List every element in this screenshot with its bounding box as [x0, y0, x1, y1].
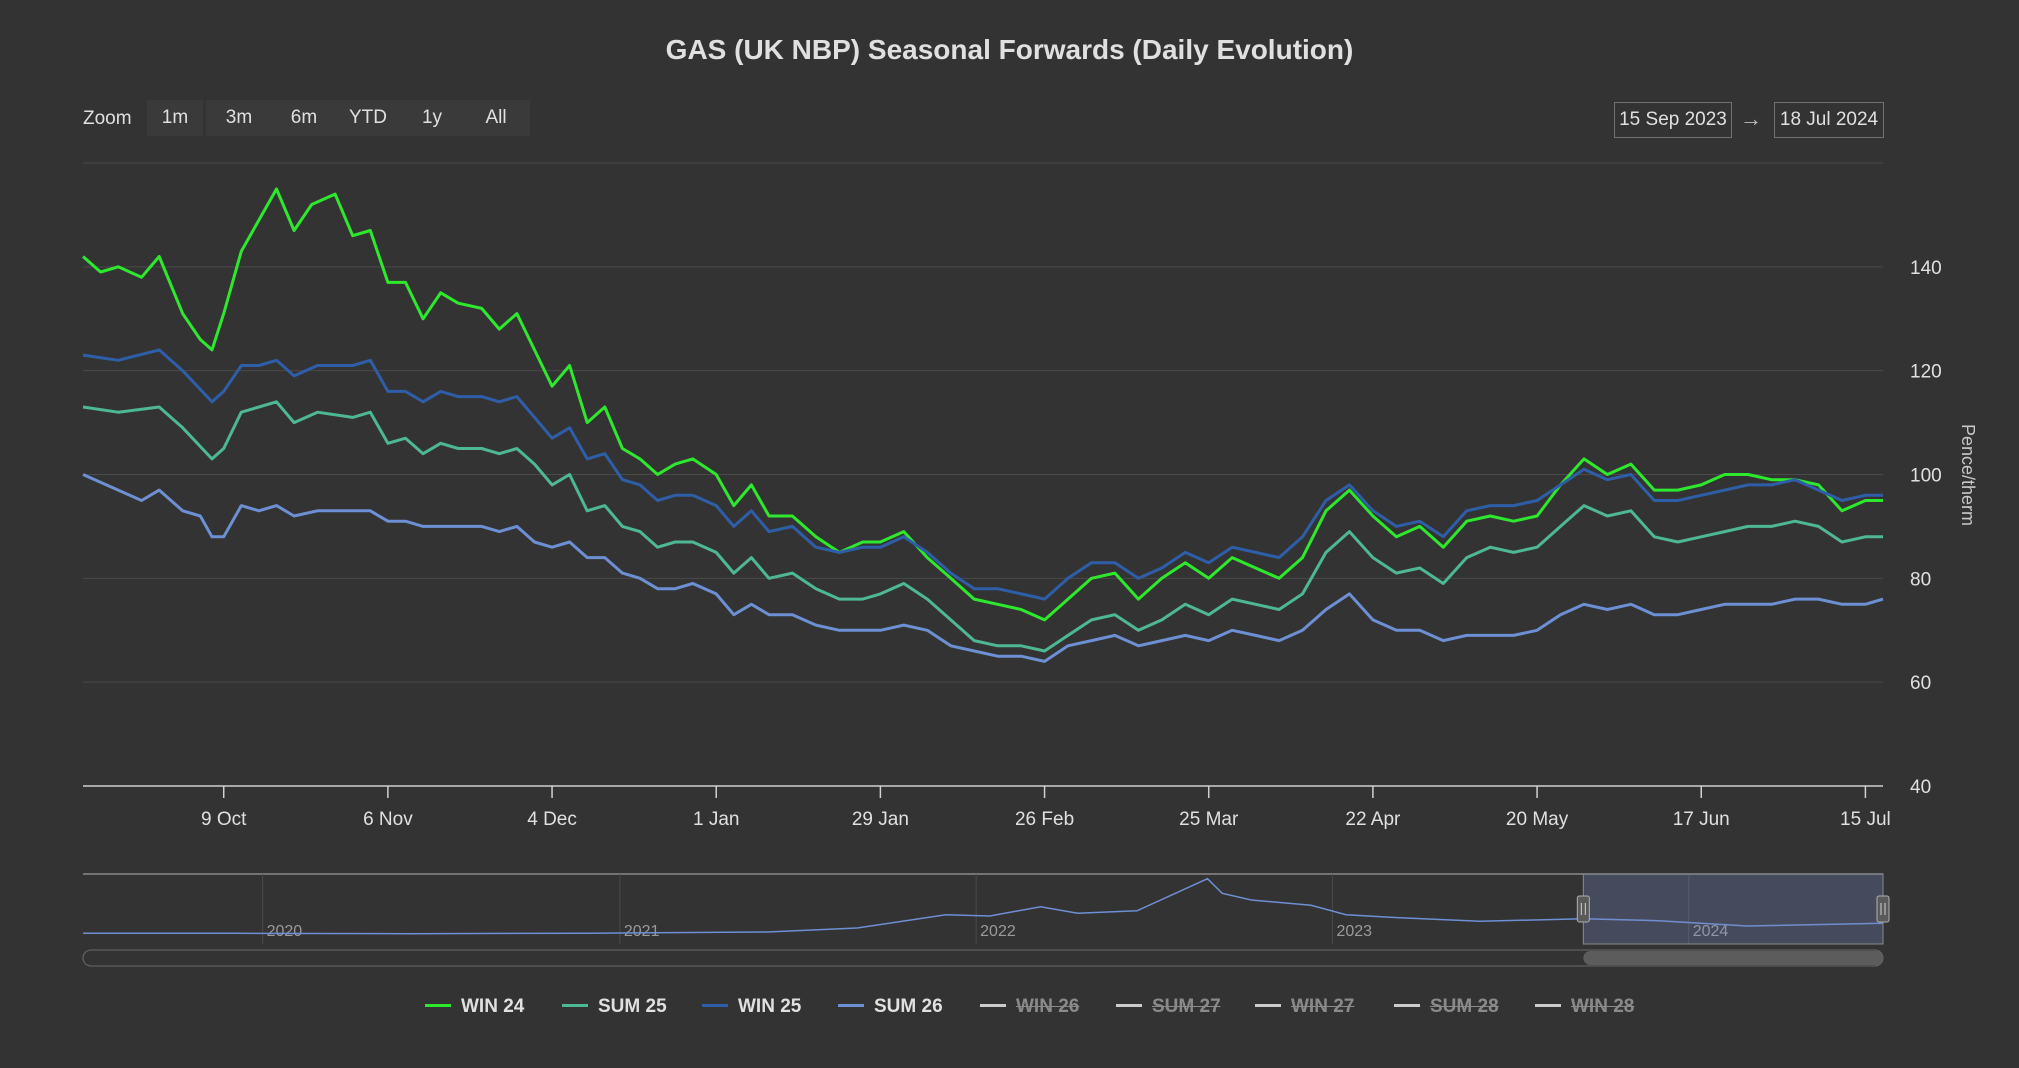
y-tick-label: 40	[1910, 777, 1931, 798]
legend-item-sum-27[interactable]: SUM 27	[1116, 996, 1221, 1026]
zoom-1m-button[interactable]: 1m	[147, 100, 203, 136]
date-to-input[interactable]: 18 Jul 2024	[1774, 102, 1884, 138]
x-tick-label: 29 Jan	[852, 809, 909, 830]
y-tick-label: 60	[1910, 673, 1931, 694]
y-tick-label: 140	[1910, 258, 1942, 279]
legend-item-win-25[interactable]: WIN 25	[702, 996, 801, 1026]
date-from-input[interactable]: 15 Sep 2023	[1614, 102, 1732, 138]
legend-swatch	[702, 1003, 728, 1007]
zoom-label: Zoom	[83, 108, 132, 129]
legend-swatch	[425, 1003, 451, 1007]
x-tick-label: 9 Oct	[201, 809, 247, 830]
legend-label: WIN 26	[1016, 996, 1080, 1017]
legend-item-sum-28[interactable]: SUM 28	[1394, 996, 1499, 1026]
zoom-1y-button[interactable]: 1y	[398, 100, 466, 136]
series-line-sum-26	[82, 473, 1884, 663]
legend-item-win-24[interactable]: WIN 24	[425, 996, 524, 1026]
navigator[interactable]: 2020 2021 2022 2023 2024	[82, 873, 1890, 967]
navigator-overview-line	[83, 877, 1884, 935]
legend-swatch	[1255, 1003, 1281, 1007]
y-tick-label: 80	[1910, 569, 1931, 590]
legend-label: SUM 25	[598, 996, 667, 1017]
x-tick-label: 26 Feb	[1015, 809, 1074, 830]
series-line-win-24	[82, 187, 1883, 622]
legend-swatch	[1394, 1003, 1420, 1007]
x-tick-label: 1 Jan	[693, 809, 739, 830]
legend-label: WIN 27	[1291, 996, 1355, 1017]
legend-swatch	[562, 1003, 588, 1007]
legend-swatch	[980, 1003, 1006, 1007]
legend-item-win-28[interactable]: WIN 28	[1535, 996, 1634, 1026]
legend-label: SUM 27	[1152, 996, 1221, 1017]
y-axis-title: Pence/therm	[1958, 424, 1978, 526]
navigator-handle-right[interactable]	[1876, 895, 1890, 923]
navigator-selection[interactable]	[1582, 873, 1884, 945]
series-line-sum-25	[82, 400, 1883, 653]
legend-label: WIN 28	[1571, 996, 1635, 1017]
zoom-6m-button[interactable]: 6m	[270, 100, 338, 136]
legend-label: WIN 24	[461, 996, 525, 1017]
zoom-ytd-button[interactable]: YTD	[333, 100, 403, 136]
navigator-handle-left[interactable]	[1576, 895, 1590, 923]
legend-item-win-27[interactable]: WIN 27	[1255, 996, 1354, 1026]
x-tick-label: 17 Jun	[1673, 809, 1730, 830]
legend-item-sum-26[interactable]: SUM 26	[838, 996, 943, 1026]
x-tick-label: 25 Mar	[1179, 809, 1239, 830]
axes: 40 60 80 100 120 140 9 Oct 6 Nov 4 Dec 1 Jan 29 Ja…	[83, 258, 1978, 830]
series-line-win-25	[82, 348, 1883, 601]
x-tick-label: 4 Dec	[527, 809, 577, 830]
gridlines	[83, 162, 1883, 683]
legend-swatch	[838, 1003, 864, 1007]
chart-title: GAS (UK NBP) Seasonal Forwards (Daily Ev…	[665, 34, 1354, 65]
scrollbar-thumb[interactable]	[1583, 951, 1883, 965]
zoom-all-button[interactable]: All	[462, 100, 530, 136]
navigator-year-label: 2020	[267, 923, 303, 940]
legend-item-sum-25[interactable]: SUM 25	[562, 996, 667, 1026]
navigator-year-label: 2024	[1693, 923, 1729, 940]
legend-label: SUM 28	[1430, 996, 1499, 1017]
legend-label: WIN 25	[738, 996, 802, 1017]
x-tick-label: 20 May	[1506, 809, 1569, 830]
navigator-year-label: 2022	[980, 923, 1016, 940]
legend-swatch	[1535, 1003, 1561, 1007]
y-tick-label: 100	[1910, 466, 1942, 487]
x-tick-label: 6 Nov	[363, 809, 413, 830]
legend: WIN 24 SUM 25 WIN 25 SUM 26 WIN 26 SUM 27 WIN …	[0, 996, 2019, 1026]
zoom-3m-button[interactable]: 3m	[206, 100, 272, 136]
x-tick-label: 22 Apr	[1345, 809, 1401, 830]
y-tick-label: 120	[1910, 362, 1942, 383]
legend-swatch	[1116, 1003, 1142, 1007]
legend-label: SUM 26	[874, 996, 943, 1017]
navigator-year-label: 2023	[1336, 923, 1372, 940]
navigator-year-label: 2021	[624, 923, 660, 940]
x-tick-label: 15 Jul	[1840, 809, 1891, 830]
legend-item-win-26[interactable]: WIN 26	[980, 996, 1079, 1026]
date-range-arrow: →	[1740, 106, 1762, 131]
series-lines	[82, 187, 1884, 663]
